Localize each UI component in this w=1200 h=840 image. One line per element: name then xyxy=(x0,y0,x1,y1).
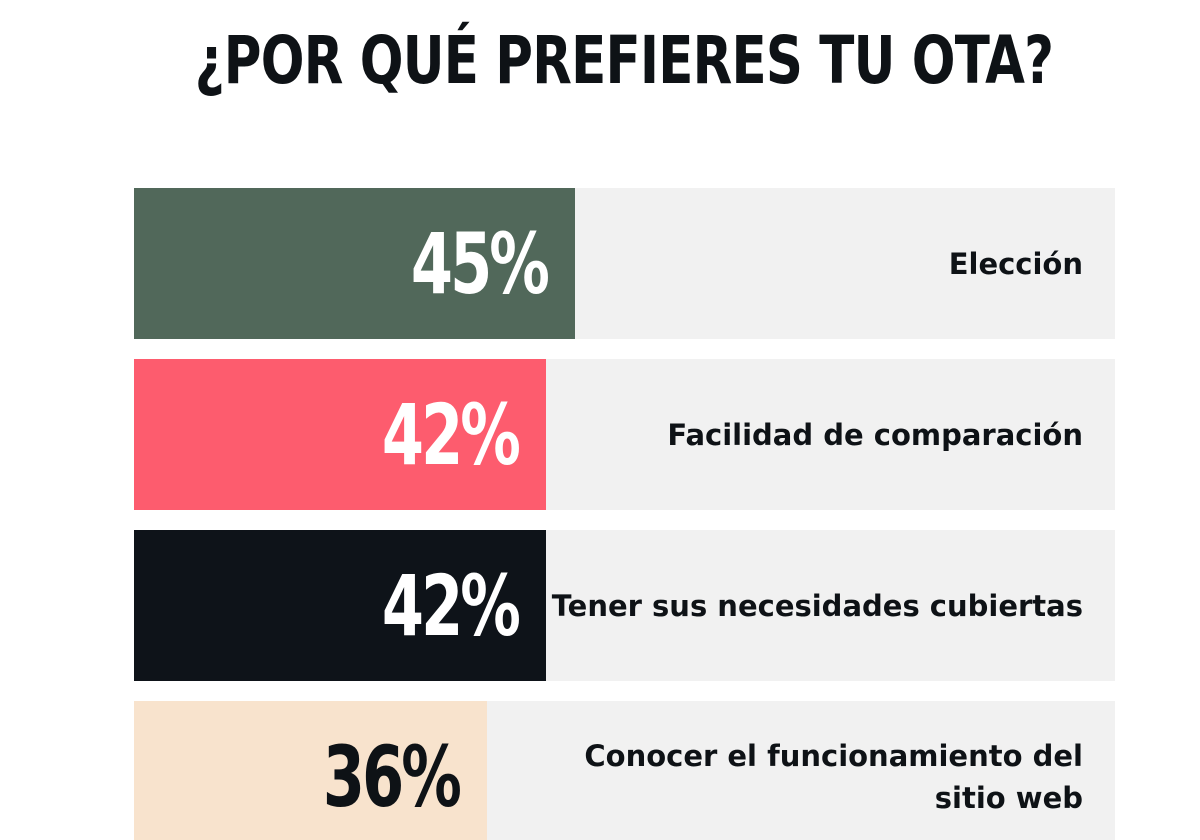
chart-title: ¿POR QUÉ PREFIERES TU OTA? xyxy=(194,22,1054,99)
bar-value-label: 42% xyxy=(381,556,521,655)
bar-value-label: 45% xyxy=(410,214,550,313)
bar xyxy=(134,530,546,681)
bar-row: 45% Elección xyxy=(134,188,1115,339)
category-label: Elección xyxy=(948,246,1083,281)
bar xyxy=(134,701,487,840)
bar-row: 42% Facilidad de comparación xyxy=(134,359,1115,510)
category-label: Facilidad de comparación xyxy=(667,417,1083,452)
bar-value-label: 42% xyxy=(381,385,521,484)
bar-row: 42% Tener sus necesidades cubiertas xyxy=(134,530,1115,681)
bar-row: 36% Conocer el funcionamiento del sitio w… xyxy=(134,701,1115,840)
bar-value-label: 36% xyxy=(322,727,462,826)
bar-chart: 45% Elección 42% Facilidad de comparación 42… xyxy=(134,188,1115,840)
category-label: Tener sus necesidades cubiertas xyxy=(551,588,1083,623)
bar xyxy=(134,188,575,339)
bar xyxy=(134,359,546,510)
category-label: Conocer el funcionamiento del sitio web xyxy=(584,738,1083,815)
